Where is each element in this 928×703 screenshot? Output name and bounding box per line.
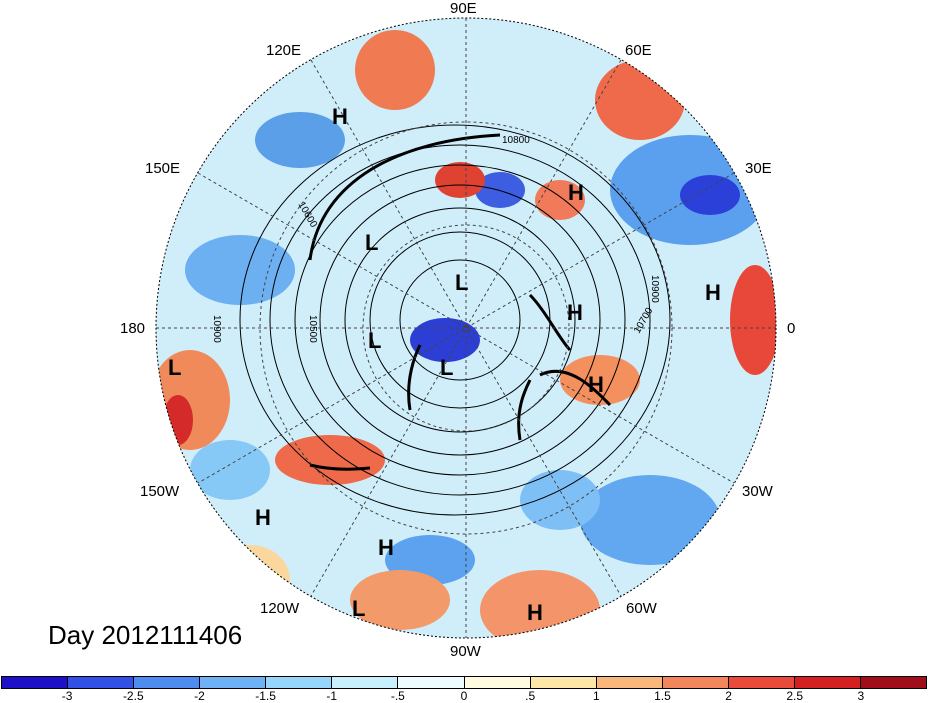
colorbar-tick-label: -.5: [390, 689, 405, 703]
lon-label-30e: 30E: [745, 160, 772, 177]
colorbar-swatch: [861, 677, 927, 688]
colorbar-swatch: [662, 677, 729, 688]
lon-label-120e: 120E: [266, 42, 302, 59]
low-pressure-marker: L: [168, 355, 182, 380]
colorbar-swatch: [596, 677, 663, 688]
colorbar-swatch: [200, 677, 267, 688]
low-pressure-marker: L: [365, 230, 379, 255]
lon-label-30w: 30W: [742, 483, 773, 500]
colorbar-swatch: [464, 677, 531, 688]
colorbar-tick-label: 2: [725, 689, 732, 703]
high-pressure-marker: H: [527, 600, 543, 625]
low-pressure-marker: L: [440, 355, 454, 380]
high-pressure-marker: H: [378, 535, 394, 560]
lon-label-180: 180: [120, 320, 146, 337]
lon-label-150e: 150E: [145, 160, 181, 177]
colorbar-swatch: [2, 677, 69, 688]
lon-label-60e: 60E: [625, 42, 652, 59]
high-pressure-marker: H: [588, 372, 604, 397]
colorbar-swatch: [728, 677, 795, 688]
colorbar-swatch: [266, 677, 333, 688]
high-pressure-marker: H: [705, 280, 721, 305]
height-contours: [239, 124, 671, 516]
colorbar-tick-label: -1.5: [255, 689, 276, 703]
date-title: Day 2012111406: [48, 620, 243, 650]
lon-label-90w: 90W: [450, 643, 481, 660]
lat-lon-grid: [156, 18, 776, 638]
colorbar-tick-label: 2.5: [786, 689, 804, 703]
high-pressure-marker: H: [568, 180, 584, 205]
colorbar-tick-label: -3: [61, 689, 73, 703]
colorbar-tick-label: 0: [460, 689, 468, 703]
lon-label-90e: 90E: [450, 0, 477, 17]
colorbar-tick-label: -2: [194, 689, 205, 703]
high-pressure-marker: H: [332, 104, 348, 129]
lon-label-0: 0: [787, 320, 796, 337]
contour-value-label: 10500: [307, 315, 318, 343]
polar-map: [155, 17, 777, 639]
contour-value-label: 10900: [211, 315, 222, 343]
low-pressure-marker: L: [368, 328, 382, 353]
low-pressure-marker: L: [455, 270, 469, 295]
colorbar-swatch: [68, 677, 135, 688]
colorbar: [1, 676, 927, 689]
colorbar-tick-label: -2.5: [122, 689, 144, 703]
colorbar-swatch: [332, 677, 399, 688]
colorbar-tick-label: -1: [326, 689, 338, 703]
colorbar-swatch: [530, 677, 597, 688]
colorbar-swatch: [134, 677, 201, 688]
jet-contours: [308, 133, 612, 471]
lon-label-120w: 120W: [260, 600, 300, 617]
low-pressure-marker: L: [352, 596, 366, 621]
lon-label-150w: 150W: [140, 483, 180, 500]
high-pressure-marker: H: [255, 505, 271, 530]
colorbar-tick-label: 3: [857, 689, 865, 703]
colorbar-tick-label: 1: [592, 689, 600, 703]
colorbar-tick-label: .5: [525, 689, 536, 703]
colorbar-swatch: [794, 677, 862, 688]
high-pressure-marker: H: [567, 300, 583, 325]
map-boundary: [155, 17, 777, 639]
lon-label-60w: 60W: [626, 600, 657, 617]
colorbar-swatch: [398, 677, 465, 688]
contour-value-label: 10800: [502, 135, 530, 146]
colorbar-tick-label: 1.5: [654, 689, 671, 703]
contour-value-label: 10900: [649, 275, 660, 303]
